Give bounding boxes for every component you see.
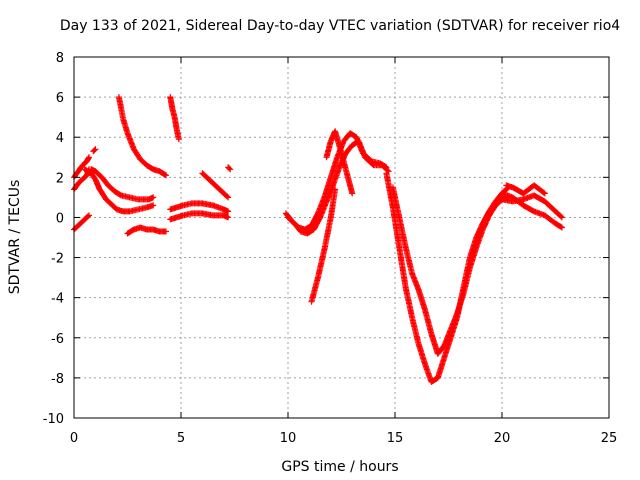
series-markers: [285, 138, 392, 237]
y-tick-label: -6: [51, 332, 64, 347]
series-s6: [90, 146, 99, 155]
series-markers: [389, 184, 512, 357]
series-s18: [383, 170, 512, 385]
grid-lines: [74, 57, 609, 418]
series-s12: [199, 170, 232, 201]
series-markers: [199, 170, 232, 201]
series-s17: [323, 128, 356, 197]
x-axis-label: GPS time / hours: [281, 459, 398, 475]
series-markers: [88, 166, 157, 203]
series-markers: [503, 182, 548, 197]
y-tick-label: 8: [56, 51, 64, 66]
x-tick-label: 0: [70, 431, 78, 446]
y-tick-label: 2: [56, 171, 64, 186]
x-tick-label: 25: [601, 431, 618, 446]
series-s21: [499, 190, 565, 231]
series-markers: [81, 166, 157, 215]
series-s22: [503, 182, 548, 197]
series-markers: [499, 190, 565, 231]
y-tick-label: 6: [56, 91, 64, 106]
series-s11: [167, 210, 232, 223]
series-markers: [167, 200, 232, 215]
series-s9: [167, 94, 182, 143]
y-axis-label: SDTVAR / TECUs: [7, 180, 23, 295]
series-s19: [389, 184, 512, 357]
series-s7: [115, 94, 169, 179]
series-markers: [167, 94, 182, 143]
x-tick-label: 5: [177, 431, 185, 446]
series-markers: [323, 128, 356, 197]
series-s8: [124, 224, 169, 237]
y-tick-label: 4: [56, 131, 64, 146]
series-s13: [225, 164, 234, 173]
series-s4: [81, 166, 157, 215]
axis-ticks: 0 5 10 15 20 25 -10 -8 -6 -4 -2 0 2 4 6 8: [43, 51, 618, 446]
series-markers: [115, 94, 169, 179]
y-tick-label: -8: [51, 372, 64, 387]
series-markers: [167, 210, 232, 223]
series-markers: [124, 224, 169, 237]
series-s15: [285, 138, 392, 237]
series-markers: [308, 186, 339, 305]
chart-title: Day 133 of 2021, Sidereal Day-to-day VTE…: [60, 18, 620, 34]
series-s5: [88, 166, 157, 203]
x-tick-label: 15: [387, 431, 404, 446]
y-tick-label: -10: [43, 412, 64, 427]
data-points: [71, 94, 565, 385]
series-markers: [383, 170, 512, 385]
series-s16: [308, 186, 339, 305]
y-tick-label: -4: [51, 292, 64, 307]
x-tick-label: 10: [280, 431, 297, 446]
y-tick-label: 0: [56, 211, 64, 226]
series-s10: [167, 200, 232, 215]
plot-frame: [73, 56, 610, 419]
series-markers: [225, 164, 234, 173]
y-tick-label: -2: [51, 252, 64, 267]
series-markers: [90, 146, 99, 155]
x-tick-label: 20: [494, 431, 511, 446]
